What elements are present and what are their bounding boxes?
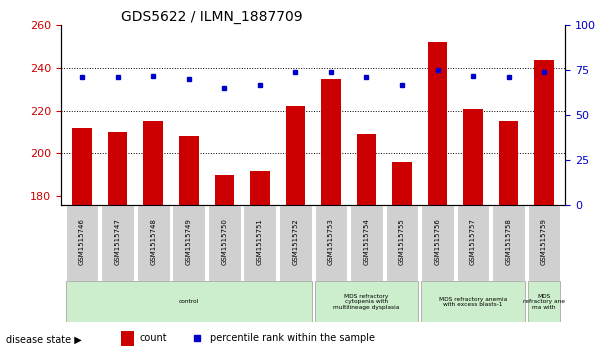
Text: disease state ▶: disease state ▶: [6, 334, 82, 344]
Bar: [179, 136, 198, 205]
Bar: [173, 205, 205, 281]
Bar: [66, 281, 312, 322]
Text: GSM1515750: GSM1515750: [221, 218, 227, 265]
Bar: [314, 281, 418, 322]
Text: GSM1515756: GSM1515756: [435, 218, 441, 265]
Bar: [357, 134, 376, 205]
Bar: [534, 60, 554, 205]
Bar: [279, 205, 312, 281]
Text: GSM1515755: GSM1515755: [399, 218, 405, 265]
Bar: [66, 205, 98, 281]
Bar: [215, 175, 234, 205]
Bar: [102, 205, 134, 281]
Text: MDS refractory
cytopenia with
multilineage dysplasia: MDS refractory cytopenia with multilinea…: [333, 294, 399, 310]
Text: MDS refractory anemia
with excess blasts-1: MDS refractory anemia with excess blasts…: [439, 297, 507, 307]
Bar: [499, 122, 519, 205]
Text: GSM1515751: GSM1515751: [257, 218, 263, 265]
Text: MDS
refractory ane
ma with: MDS refractory ane ma with: [523, 294, 565, 310]
Text: GSM1515749: GSM1515749: [185, 218, 192, 265]
Bar: [528, 205, 561, 281]
Text: GSM1515746: GSM1515746: [79, 218, 85, 265]
Bar: [286, 106, 305, 205]
Bar: [122, 331, 134, 346]
Bar: [457, 205, 489, 281]
Bar: [72, 128, 92, 205]
Bar: [392, 162, 412, 205]
Text: GSM1515748: GSM1515748: [150, 218, 156, 265]
Bar: [492, 205, 525, 281]
Bar: [314, 205, 347, 281]
Text: GSM1515759: GSM1515759: [541, 218, 547, 265]
Bar: [143, 122, 163, 205]
Bar: [463, 109, 483, 205]
Bar: [243, 205, 276, 281]
Text: count: count: [139, 334, 167, 343]
Text: percentile rank within the sample: percentile rank within the sample: [210, 334, 375, 343]
Bar: [528, 281, 561, 322]
Text: GSM1515753: GSM1515753: [328, 218, 334, 265]
Bar: [250, 171, 269, 205]
Bar: [350, 205, 383, 281]
Text: GSM1515752: GSM1515752: [292, 218, 299, 265]
Bar: [421, 205, 454, 281]
Text: GDS5622 / ILMN_1887709: GDS5622 / ILMN_1887709: [122, 11, 303, 24]
Bar: [385, 205, 418, 281]
Bar: [321, 79, 340, 205]
Bar: [208, 205, 241, 281]
Text: control: control: [179, 299, 199, 305]
Text: GSM1515754: GSM1515754: [364, 218, 370, 265]
Bar: [421, 281, 525, 322]
Bar: [428, 42, 447, 205]
Text: GSM1515747: GSM1515747: [115, 218, 120, 265]
Bar: [108, 132, 128, 205]
Text: GSM1515757: GSM1515757: [470, 218, 476, 265]
Text: GSM1515758: GSM1515758: [506, 218, 511, 265]
Bar: [137, 205, 170, 281]
